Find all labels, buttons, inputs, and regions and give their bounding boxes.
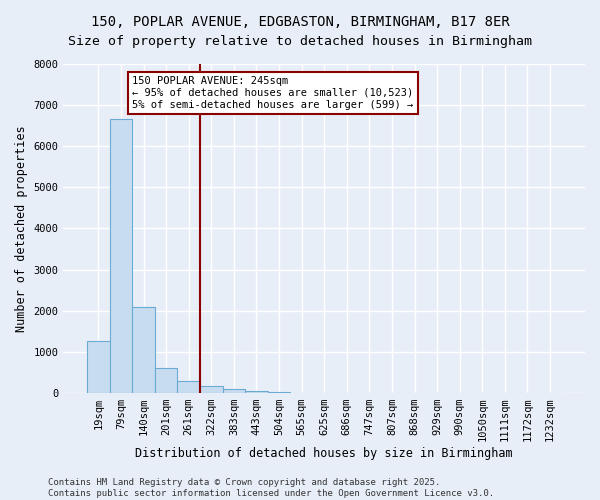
Bar [132,306,155,393]
Text: Size of property relative to detached houses in Birmingham: Size of property relative to detached ho… [68,35,532,48]
Bar [245,391,268,393]
Bar [178,380,200,393]
Bar [155,368,178,393]
Text: 150, POPLAR AVENUE, EDGBASTON, BIRMINGHAM, B17 8ER: 150, POPLAR AVENUE, EDGBASTON, BIRMINGHA… [91,15,509,29]
Bar [87,342,110,393]
Text: 150 POPLAR AVENUE: 245sqm
← 95% of detached houses are smaller (10,523)
5% of se: 150 POPLAR AVENUE: 245sqm ← 95% of detac… [132,76,413,110]
X-axis label: Distribution of detached houses by size in Birmingham: Distribution of detached houses by size … [136,447,513,460]
Bar [110,120,132,393]
Y-axis label: Number of detached properties: Number of detached properties [15,125,28,332]
Text: Contains HM Land Registry data © Crown copyright and database right 2025.
Contai: Contains HM Land Registry data © Crown c… [48,478,494,498]
Bar [200,386,223,393]
Bar [223,389,245,393]
